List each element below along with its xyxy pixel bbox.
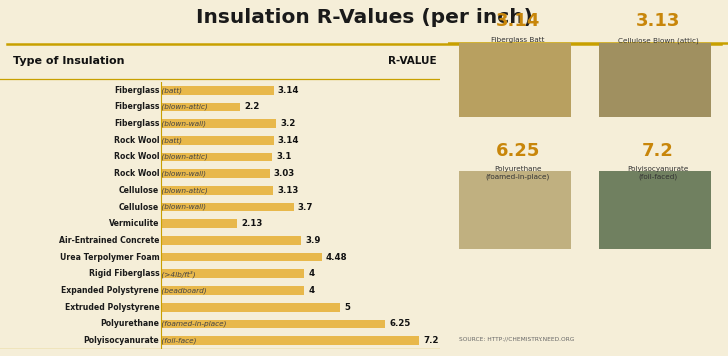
Text: Cellulose: Cellulose [119, 203, 159, 211]
Text: (>4lb/ft³): (>4lb/ft³) [159, 270, 196, 278]
FancyBboxPatch shape [459, 171, 571, 249]
Text: Cellulose Blown (attic): Cellulose Blown (attic) [617, 37, 698, 44]
Text: 3.9: 3.9 [305, 236, 320, 245]
FancyBboxPatch shape [599, 171, 711, 249]
Bar [161, 236, 301, 245]
Text: 5: 5 [344, 303, 350, 312]
Bar [161, 219, 237, 228]
Text: 3.2: 3.2 [280, 119, 296, 128]
Bar [161, 86, 274, 95]
Bar [161, 269, 304, 278]
Text: 3.1: 3.1 [277, 152, 292, 162]
Text: Extruded Polystyrene: Extruded Polystyrene [65, 303, 159, 312]
Text: (blown-attic): (blown-attic) [159, 187, 208, 194]
Bar [161, 320, 385, 328]
Text: (batt): (batt) [159, 87, 182, 94]
Text: 4: 4 [309, 269, 314, 278]
Text: Polyisocyanurate
(foil-faced): Polyisocyanurate (foil-faced) [628, 166, 689, 179]
Text: (blown-attic): (blown-attic) [159, 154, 208, 160]
Text: Polyurethane
(foamed-in-place): Polyurethane (foamed-in-place) [486, 166, 550, 179]
Text: Polyisocyanurate: Polyisocyanurate [84, 336, 159, 345]
Text: 3.13: 3.13 [277, 186, 299, 195]
Bar [161, 136, 274, 145]
Text: (blown-attic): (blown-attic) [159, 104, 208, 110]
Text: Rock Wool: Rock Wool [114, 169, 159, 178]
Text: Rigid Fiberglass: Rigid Fiberglass [89, 269, 159, 278]
Text: (blown-wall): (blown-wall) [159, 120, 206, 127]
Text: Rock Wool: Rock Wool [114, 136, 159, 145]
Text: 3.13: 3.13 [636, 12, 680, 31]
Text: SOURCE: HTTP://CHEMISTRY.NEED.ORG: SOURCE: HTTP://CHEMISTRY.NEED.ORG [459, 337, 574, 342]
Text: (beadboard): (beadboard) [159, 287, 207, 294]
Text: (foamed-in-place): (foamed-in-place) [159, 321, 227, 327]
Text: Polyurethane: Polyurethane [100, 319, 159, 328]
Text: Fiberglass Batt: Fiberglass Batt [491, 37, 545, 43]
Text: Expanded Polystyrene: Expanded Polystyrene [61, 286, 159, 295]
Text: Air-Entrained Concrete: Air-Entrained Concrete [59, 236, 159, 245]
Text: Urea Terpolymer Foam: Urea Terpolymer Foam [60, 253, 159, 262]
Bar [161, 336, 419, 345]
Text: 4: 4 [309, 286, 314, 295]
FancyBboxPatch shape [459, 43, 571, 117]
Bar [161, 303, 340, 312]
Text: R-VALUE: R-VALUE [387, 56, 436, 66]
Bar [161, 169, 269, 178]
Bar [161, 286, 304, 295]
Text: 2.2: 2.2 [244, 103, 260, 111]
Text: 3.14: 3.14 [496, 12, 540, 31]
Text: 6.25: 6.25 [496, 142, 540, 161]
Bar [161, 119, 276, 128]
Text: 2.13: 2.13 [242, 219, 263, 228]
Text: Rock Wool: Rock Wool [114, 152, 159, 162]
Text: Cellulose: Cellulose [119, 186, 159, 195]
Text: (blown-wall): (blown-wall) [159, 204, 206, 210]
Text: Fiberglass: Fiberglass [114, 86, 159, 95]
Text: (batt): (batt) [159, 137, 182, 143]
Bar [161, 153, 272, 161]
Text: 3.14: 3.14 [278, 86, 299, 95]
Text: (foil-face): (foil-face) [159, 337, 197, 344]
Text: 3.7: 3.7 [298, 203, 314, 211]
Text: Fiberglass: Fiberglass [114, 103, 159, 111]
Bar [161, 253, 322, 261]
Text: (blown-wall): (blown-wall) [159, 171, 206, 177]
Text: 4.48: 4.48 [326, 253, 347, 262]
Text: 3.03: 3.03 [274, 169, 295, 178]
Text: Type of Insulation: Type of Insulation [13, 56, 124, 66]
Text: 7.2: 7.2 [423, 336, 439, 345]
Text: Vermiculite: Vermiculite [109, 219, 159, 228]
Text: 3.14: 3.14 [278, 136, 299, 145]
Text: Insulation R-Values (per inch): Insulation R-Values (per inch) [196, 8, 532, 27]
Bar [161, 203, 293, 211]
Bar [161, 103, 240, 111]
Text: 6.25: 6.25 [389, 319, 411, 328]
Text: 7.2: 7.2 [642, 142, 674, 161]
Bar [161, 186, 273, 195]
Text: Fiberglass: Fiberglass [114, 119, 159, 128]
FancyBboxPatch shape [599, 43, 711, 117]
